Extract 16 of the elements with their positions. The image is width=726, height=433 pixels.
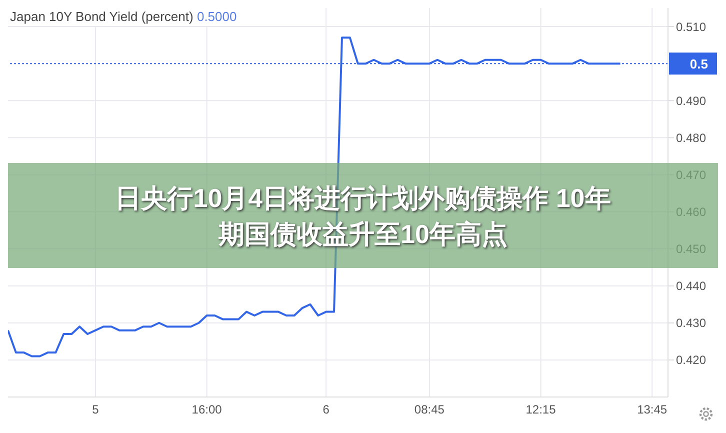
y-tick-label: 0.430 bbox=[676, 316, 706, 330]
y-tick-label: 0.510 bbox=[676, 20, 706, 34]
x-tick-label: 5 bbox=[92, 402, 100, 417]
chart-title: Japan 10Y Bond Yield (percent) bbox=[10, 9, 194, 24]
y-tick-label: 0.440 bbox=[676, 279, 706, 294]
x-tick-label: 13:45 bbox=[637, 402, 668, 417]
annotation: 0.5000 bbox=[196, 9, 237, 24]
y-tick-label: 0.480 bbox=[676, 130, 706, 145]
x-tick-label: 08:45 bbox=[414, 402, 445, 417]
y-tick-label: 0.420 bbox=[676, 353, 706, 368]
annotation: 日央行10月4日将进行计划外购债操作 10年期国债收益升至10年高点 bbox=[114, 182, 612, 250]
y-tick-label: 0.490 bbox=[676, 94, 706, 108]
x-tick-label: 12:15 bbox=[526, 402, 556, 417]
x-tick-label: 6 bbox=[322, 402, 330, 417]
x-tick-label: 16:00 bbox=[192, 402, 222, 417]
ref-line-label: 0.5 bbox=[690, 56, 708, 72]
